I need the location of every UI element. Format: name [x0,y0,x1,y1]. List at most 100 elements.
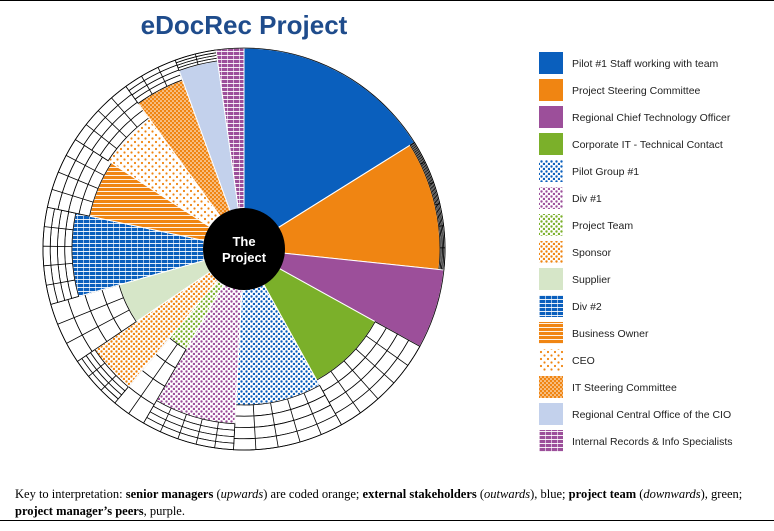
wheel-cell-divider [355,348,395,384]
legend-label: Pilot Group #1 [572,166,639,178]
diagram-title: eDocRec Project [141,10,348,40]
legend-label: Sponsor [572,247,612,259]
legend-label: Internal Records & Info Specialists [572,436,733,448]
legend-item: Div #2 [539,295,602,317]
legend-label: Project Steering Committee [572,85,701,97]
legend-swatch [539,52,563,74]
legend-swatch [539,187,563,209]
caption-text: ( [476,487,485,501]
wheel-cell-divider [177,414,187,439]
wheel-cell-divider [303,392,322,435]
legend-item: Div #1 [539,187,602,209]
wheel-cell-divider [57,297,124,325]
legend-swatch [539,79,563,101]
caption-downwards: downwards [643,487,701,501]
caption-senior-managers: senior managers [125,487,214,501]
wheel-cell-divider [420,161,426,165]
legend-swatch [539,133,563,155]
legend-item: Sponsor [539,241,612,263]
wheel-cell-divider [157,67,168,87]
wheel-cell-divider [287,398,301,443]
legend-swatch [539,214,563,236]
wheel-cell-divider [66,309,130,344]
wheel-cell-divider [438,225,444,227]
legend-label: Project Team [572,220,633,232]
wheel-cell-divider [141,75,153,95]
center-label-line1: The [232,234,255,249]
center-hub: The Project [203,208,285,290]
wheel-cell-divider [434,203,440,206]
legend-swatch [539,268,563,290]
wheel-cell-divider [44,226,74,231]
wheel-cell-divider [195,418,203,445]
wheel-cell-divider [85,124,118,150]
wheel-cell-divider [194,53,199,65]
wheel-cell-divider [43,262,73,267]
wheel-cell-divider [100,375,117,391]
wheel-cell-divider [88,362,106,377]
legend-item: Internal Records & Info Specialists [539,430,733,452]
caption-project-manager-peers: project manager’s peers [15,504,144,518]
wheel-cell-divider [128,343,178,414]
wheel-cell-divider [46,279,75,286]
legend-label: Div #2 [572,301,602,313]
caption-project-team: project team [568,487,637,501]
caption-text: ( [213,487,221,501]
caption-text: ( [636,487,644,501]
legend-item: Supplier [539,268,611,290]
legend-swatch [539,241,563,263]
legend-swatch [539,322,563,344]
wheel-cell-divider [111,97,138,128]
wheel-cell-divider [51,189,94,203]
legend-swatch [539,430,563,452]
wheel-cell-divider [252,404,257,450]
caption-outwards: outwards [484,487,531,501]
legend-label: IT Steering Committee [572,382,677,394]
wheel-cell-divider [97,110,127,138]
legend-label: CEO [572,355,595,367]
wheel-cell-divider [214,422,219,448]
wheel-cell-divider [159,407,172,432]
legend-item: Project Steering Committee [539,79,701,101]
caption-upwards: upwards [220,487,264,501]
legend-item: Pilot Group #1 [539,160,639,182]
legend-label: Regional Central Office of the CIO [572,409,731,421]
legend-label: Regional Chief Technology Officer [572,112,731,124]
legend-item: CEO [539,349,595,371]
legend-item: Regional Central Office of the CIO [539,403,731,425]
legend-item: Business Owner [539,322,649,344]
top-rule [0,0,774,1]
legend-swatch [539,106,563,128]
caption-text: ) are coded orange; [263,487,363,501]
wheel-cell-divider [366,335,409,366]
wheel-outline [42,47,446,451]
center-label-line2: Project [222,250,267,265]
legend-item: IT Steering Committee [539,376,677,398]
caption-text: , purple. [143,504,185,518]
wheel-cell-divider [58,171,99,189]
caption-text: Key to interpretation: [15,487,126,501]
stakeholder-wheel [42,47,446,451]
legend-label: Div #1 [572,193,602,205]
legend-item: Pilot #1 Staff working with team [539,52,719,74]
caption-text: ), blue; [530,487,569,501]
legend-item: Project Team [539,214,633,236]
legend: Pilot #1 Staff working with team Project … [539,52,733,452]
legend-swatch [539,349,563,371]
bottom-rule [0,520,774,521]
wheel-cell-divider [428,182,434,185]
caption-text: ), green; [700,487,743,501]
wheel-cell-divider [343,360,379,400]
legend-swatch [539,376,563,398]
legend-label: Business Owner [572,328,649,340]
wheel-cell-divider [65,155,105,176]
legend-swatch [539,295,563,317]
wheel-cell-divider [270,402,279,448]
legend-swatch [539,160,563,182]
legend-label: Pilot #1 Staff working with team [572,58,719,70]
legend-label: Corporate IT - Technical Contact [572,139,723,151]
caption-external-stakeholders: external stakeholders [362,487,477,501]
caption: Key to interpretation: senior managers (… [15,486,760,520]
legend-swatch [539,403,563,425]
legend-item: Regional Chief Technology Officer [539,106,731,128]
